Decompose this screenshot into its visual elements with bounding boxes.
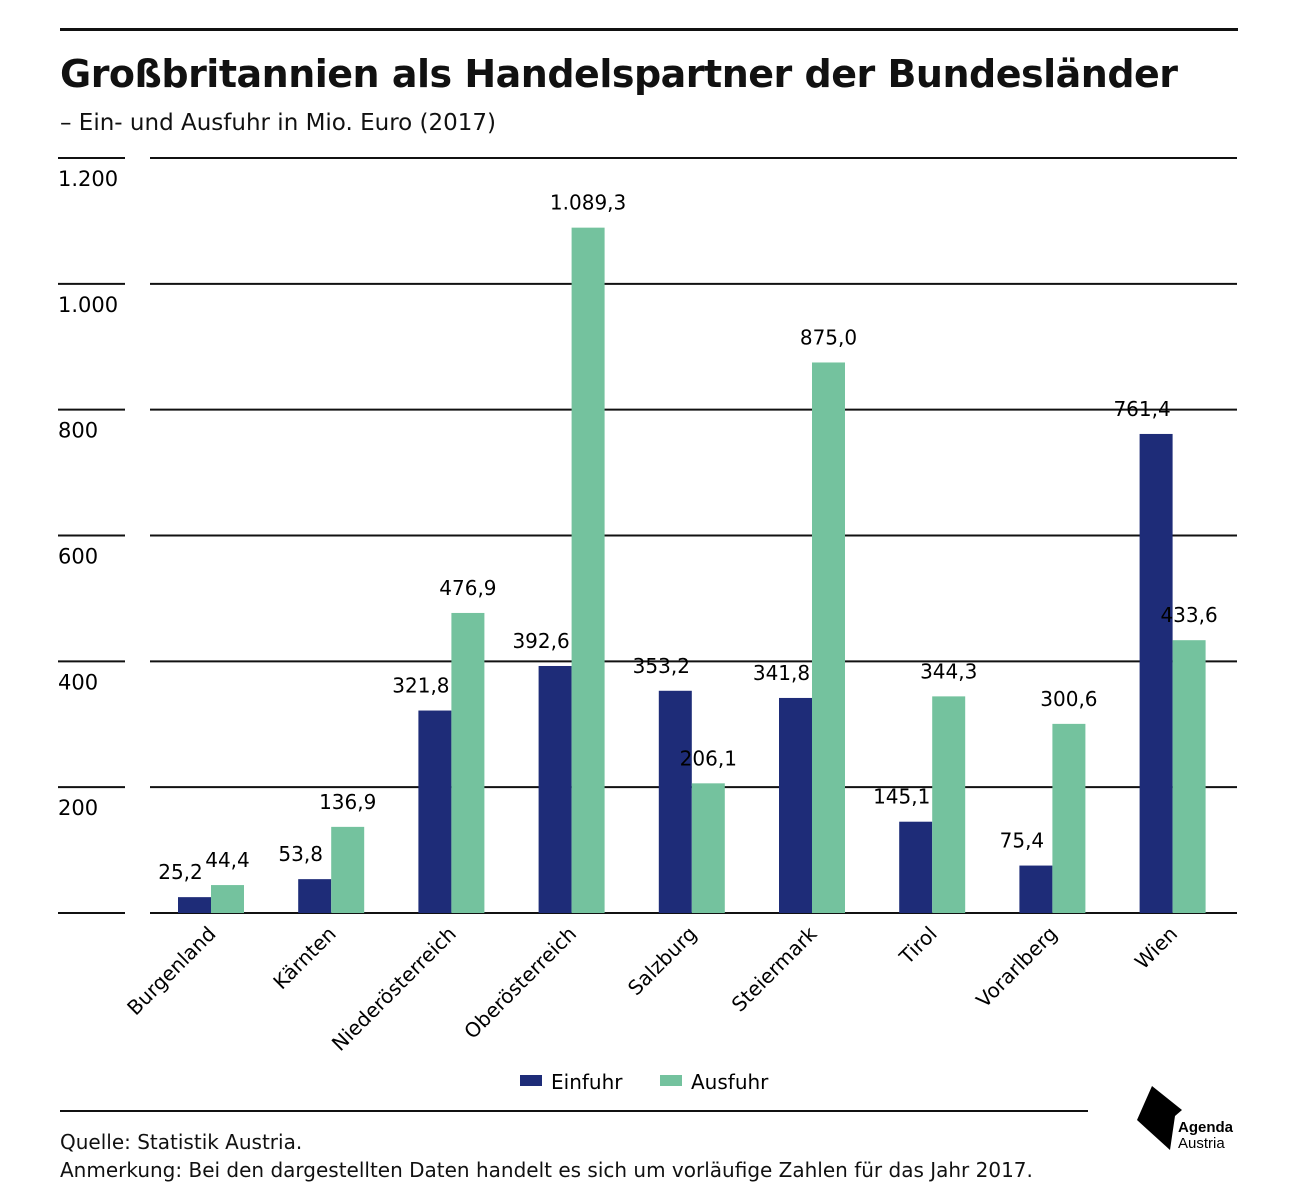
data-label: 53,8 [278, 842, 323, 866]
y-tick-label: 1.000 [58, 293, 118, 317]
chart-title: Großbritannien als Handelspartner der Bu… [60, 52, 1178, 96]
bar-ausfuhr [331, 826, 365, 913]
bar-ausfuhr [451, 612, 485, 913]
data-label: 433,6 [1160, 603, 1217, 627]
source-note: Quelle: Statistik Austria. [60, 1130, 303, 1154]
data-label: 25,2 [158, 860, 203, 884]
y-tick-label: 800 [58, 419, 98, 443]
bar-einfuhr [779, 697, 812, 913]
bar-ausfuhr [1172, 640, 1206, 913]
bar-einfuhr [899, 821, 933, 913]
data-label: 761,4 [1113, 397, 1170, 421]
data-label: 1.089,3 [550, 191, 626, 215]
x-tick-label: Salzburg [623, 922, 701, 1000]
bottom-rule [60, 1110, 1088, 1112]
chart-subtitle: – Ein- und Ausfuhr in Mio. Euro (2017) [60, 110, 497, 136]
bar-einfuhr [418, 710, 452, 913]
x-tick-label: Burgenland [122, 922, 220, 1020]
x-tick-label: Vorarlberg [971, 922, 1062, 1013]
data-label: 136,9 [319, 790, 376, 814]
legend-swatch-einfuhr [520, 1075, 542, 1086]
y-tick-label: 400 [58, 670, 98, 694]
legend-label: Ausfuhr [691, 1070, 769, 1094]
y-tick-label: 600 [58, 545, 98, 569]
remark-note: Anmerkung: Bei den dargestellten Daten h… [60, 1158, 1033, 1182]
data-label: 75,4 [1000, 829, 1045, 853]
bar-ausfuhr [932, 696, 966, 913]
bar-ausfuhr [211, 885, 244, 913]
agenda-austria-logo: Agenda Austria [1137, 1086, 1234, 1152]
logo-line1: Agenda [1178, 1119, 1234, 1136]
x-tick-label: Kärnten [268, 922, 340, 994]
legend-label: Einfuhr [551, 1070, 623, 1094]
bar-einfuhr [1019, 865, 1053, 913]
bar-ausfuhr [691, 783, 725, 913]
data-label: 44,4 [205, 848, 250, 872]
bar-einfuhr [298, 879, 332, 913]
bar-ausfuhr [1052, 723, 1086, 913]
data-label: 321,8 [392, 674, 449, 698]
bar-einfuhr [658, 690, 692, 913]
x-tick-label: Wien [1130, 922, 1182, 974]
data-label: 300,6 [1040, 687, 1097, 711]
y-tick-label: 1.200 [58, 167, 118, 191]
data-label: 344,3 [920, 659, 977, 683]
data-label: 392,6 [512, 629, 569, 653]
data-label: 341,8 [753, 661, 810, 685]
bar-ausfuhr [571, 227, 605, 913]
logo-mark-icon [1137, 1086, 1182, 1150]
legend-swatch-ausfuhr [660, 1075, 682, 1086]
bar-einfuhr [178, 897, 211, 913]
data-label: 875,0 [800, 325, 857, 349]
bar-einfuhr [538, 665, 572, 913]
bar-ausfuhr [812, 362, 845, 914]
x-tick-label: Steiermark [727, 921, 822, 1016]
x-tick-label: Niederösterreich [327, 922, 461, 1056]
top-rule [60, 28, 1238, 31]
data-label: 206,1 [680, 746, 737, 770]
x-tick-label: Tirol [894, 922, 942, 970]
data-label: 476,9 [439, 576, 496, 600]
y-tick-label: 200 [58, 796, 98, 820]
data-label: 353,2 [633, 654, 690, 678]
data-label: 145,1 [873, 785, 930, 809]
x-tick-label: Oberösterreich [459, 922, 581, 1044]
logo-line2: Austria [1178, 1135, 1225, 1152]
bar-einfuhr [1139, 433, 1173, 913]
